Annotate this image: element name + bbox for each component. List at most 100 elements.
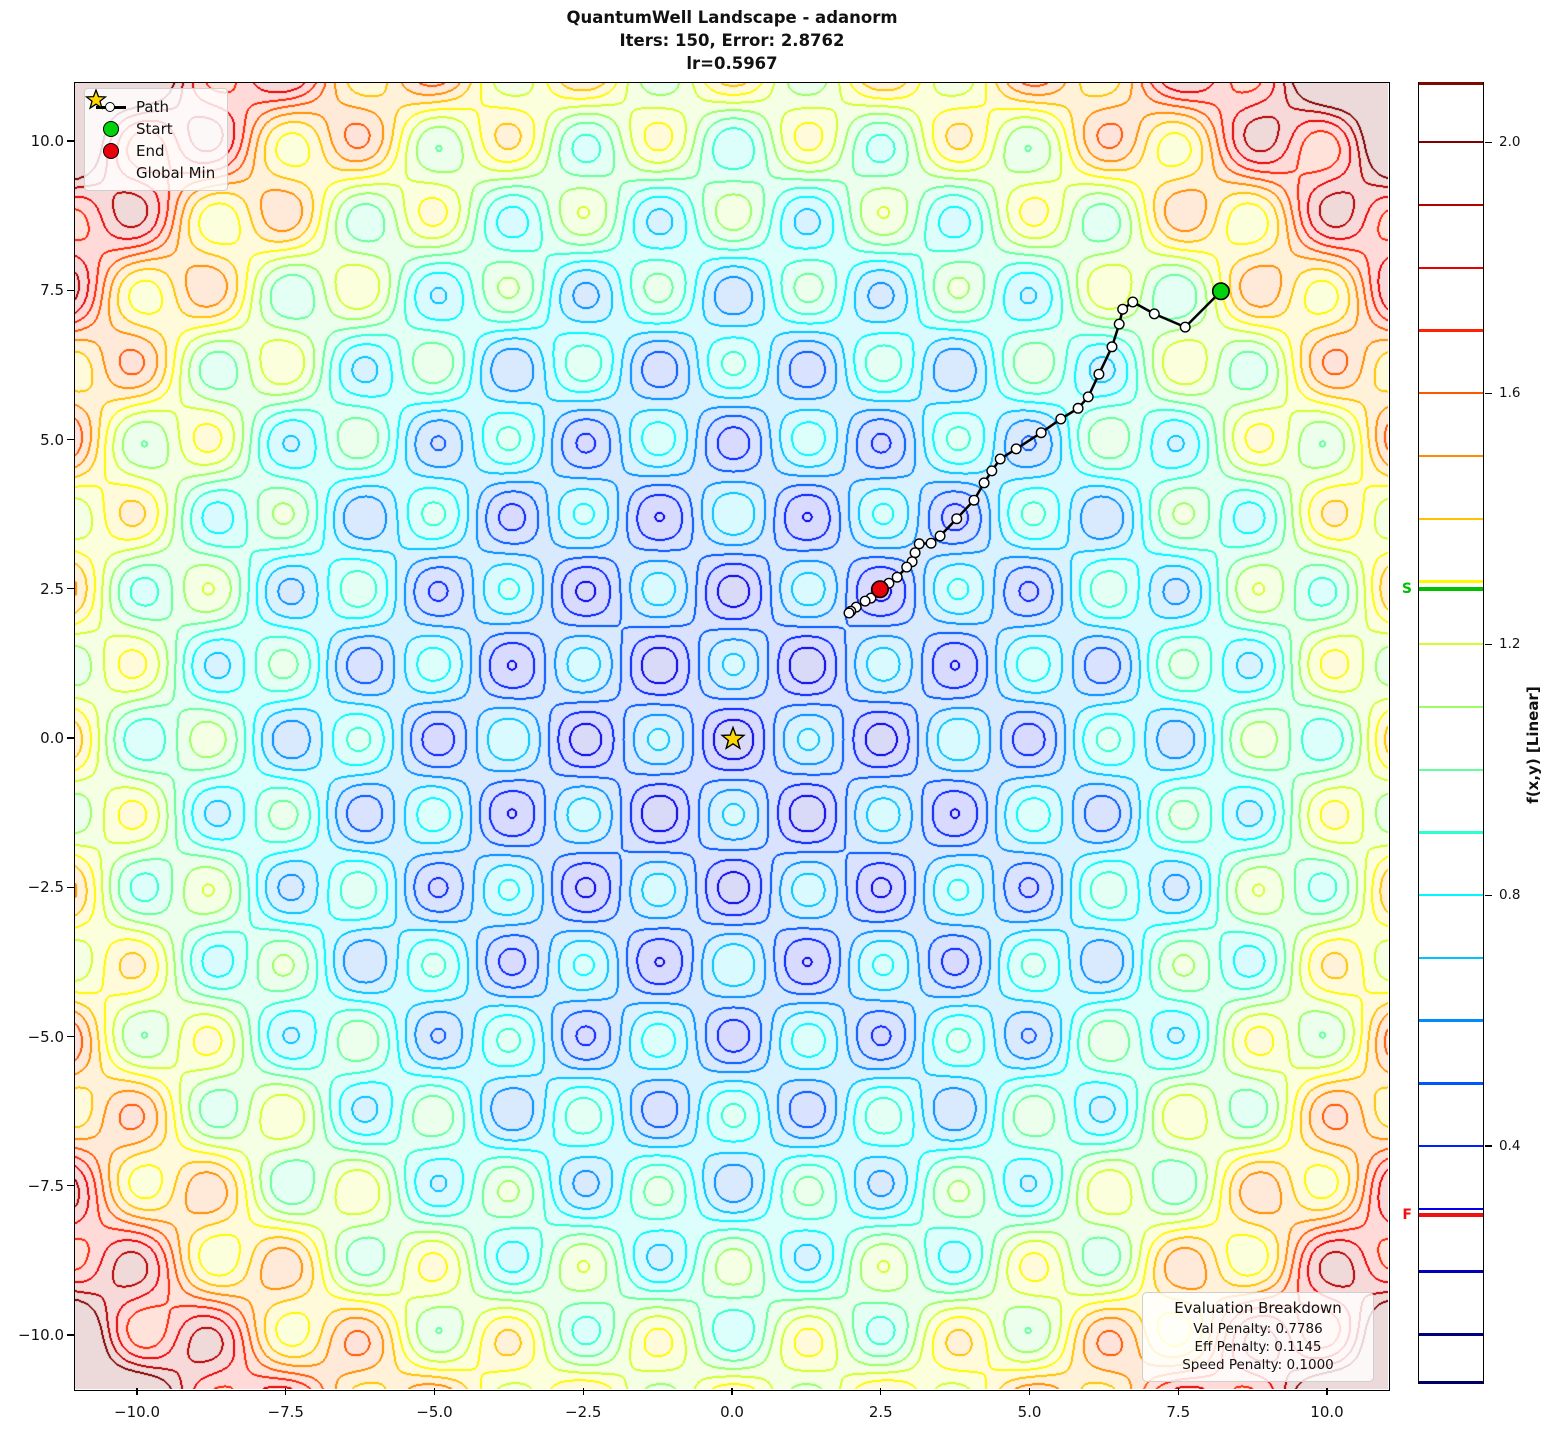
- path-point-marker: [1035, 427, 1047, 439]
- y-tick-mark: [67, 1035, 74, 1038]
- colorbar-level-line: [1419, 454, 1483, 458]
- title-line-2: Iters: 150, Error: 2.8762: [619, 31, 845, 50]
- colorbar-level-line: [1419, 894, 1483, 897]
- path-point-marker: [1117, 303, 1129, 315]
- start-marker-icon: [94, 121, 128, 137]
- x-tick-label: 2.5: [868, 1403, 893, 1421]
- x-tick-label: 5.0: [1017, 1403, 1042, 1421]
- x-tick-label: −5.0: [416, 1403, 453, 1421]
- path-point-marker: [1179, 321, 1191, 333]
- y-tick-label: −7.5: [27, 1176, 64, 1195]
- colorbar-level-line: [1419, 266, 1483, 269]
- legend-item-global-min: Global Min: [85, 89, 216, 184]
- start-marker: [1211, 282, 1230, 301]
- colorbar-level-line: [1419, 1144, 1483, 1148]
- path-point-marker: [951, 513, 963, 525]
- legend-label: End: [136, 142, 165, 160]
- x-tick-mark: [1177, 1388, 1179, 1395]
- path-point-marker: [1127, 296, 1139, 308]
- x-tick-label: 7.5: [1166, 1403, 1191, 1421]
- path-point-marker: [1010, 443, 1022, 455]
- colorbar-level-line: [1419, 329, 1483, 332]
- path-point-marker: [1055, 413, 1067, 425]
- colorbar-tick-label: 1.6: [1499, 385, 1521, 402]
- colorbar-axis-label: f(x,y) [Linear]: [1524, 686, 1542, 804]
- legend: Path Start End Global Min: [84, 88, 229, 191]
- y-tick-mark: [67, 438, 74, 441]
- title-line-1: QuantumWell Landscape - adanorm: [566, 8, 898, 27]
- colorbar-start-line: [1419, 586, 1483, 591]
- path-point-marker: [1106, 341, 1118, 353]
- evaluation-breakdown-title: Evaluation Breakdown: [1174, 1299, 1342, 1317]
- colorbar-level-line: [1419, 1333, 1483, 1336]
- path-point-marker: [1148, 308, 1160, 320]
- path-point-marker: [968, 494, 980, 506]
- colorbar-tick-mark: [1485, 392, 1492, 394]
- y-tick-label: 7.5: [40, 281, 64, 300]
- path-point-marker: [994, 453, 1006, 465]
- x-tick-mark: [880, 1388, 882, 1395]
- colorbar-tick-label: 0.4: [1499, 1138, 1521, 1155]
- colorbar-level-line: [1419, 580, 1483, 583]
- title-line-3: lr=0.5967: [686, 54, 778, 73]
- colorbar-level-line: [1419, 1082, 1483, 1085]
- val-penalty: Val Penalty: 0.7786: [1193, 1321, 1323, 1337]
- colorbar-tick-mark: [1485, 894, 1492, 896]
- legend-item-path: Path: [94, 96, 215, 118]
- path-point-marker: [1113, 318, 1125, 330]
- contour-plot-area: Path Start End Global Min Evaluation Bre…: [74, 82, 1390, 1391]
- path-line-icon: [94, 101, 128, 112]
- y-tick-label: 2.5: [40, 579, 64, 598]
- colorbar-tick-label: 1.2: [1499, 636, 1521, 653]
- y-tick-label: −5.0: [27, 1027, 64, 1046]
- colorbar-F-label: F: [1402, 1207, 1412, 1224]
- colorbar-level-line: [1419, 1270, 1483, 1273]
- legend-label: Global Min: [136, 164, 216, 182]
- x-tick-label: 0.0: [720, 1403, 744, 1421]
- x-tick-label: −10.0: [114, 1403, 160, 1421]
- y-tick-label: −2.5: [27, 878, 64, 897]
- y-tick-label: −10.0: [18, 1326, 64, 1344]
- colorbar-tick-mark: [1485, 141, 1492, 143]
- global-min-star: [720, 725, 746, 750]
- path-overlay: [720, 282, 1230, 750]
- colorbar-level-line: [1419, 203, 1483, 207]
- end-marker: [870, 580, 889, 599]
- x-tick-mark: [285, 1388, 287, 1395]
- colorbar-S-label: S: [1401, 580, 1412, 597]
- y-tick-mark: [67, 1185, 74, 1187]
- y-tick-mark: [67, 886, 74, 888]
- legend-label: Path: [136, 98, 169, 116]
- path-point-marker: [901, 561, 913, 573]
- colorbar-level-line: [1419, 956, 1483, 960]
- x-tick-label: 10.0: [1310, 1403, 1344, 1421]
- colorbar-level-line: [1419, 517, 1483, 520]
- y-tick-mark: [67, 289, 74, 291]
- legend-item-start: Start: [94, 118, 215, 140]
- colorbar-tick-label: 0.8: [1499, 887, 1521, 904]
- path-point-marker: [934, 530, 946, 542]
- colorbar-tick-mark: [1485, 1145, 1492, 1147]
- colorbar-level-line: [1419, 1207, 1483, 1211]
- y-tick-mark: [67, 588, 74, 590]
- colorbar-finish-line: [1419, 1213, 1483, 1218]
- colorbar-level-line: [1419, 831, 1483, 834]
- speed-penalty: Speed Penalty: 0.1000: [1182, 1357, 1334, 1373]
- x-tick-label: −2.5: [565, 1403, 602, 1421]
- colorbar-level-line: [1419, 1019, 1483, 1022]
- y-tick-mark: [67, 140, 74, 142]
- path-point-marker: [843, 607, 855, 619]
- colorbar-level-line: [1419, 643, 1483, 646]
- evaluation-breakdown-box: Evaluation Breakdown Val Penalty: 0.7786…: [1142, 1292, 1374, 1382]
- end-marker-icon: [94, 143, 128, 159]
- chart-title: QuantumWell Landscape - adanorm Iters: 1…: [74, 6, 1390, 75]
- x-tick-mark: [433, 1388, 436, 1395]
- y-tick-label: 5.0: [40, 430, 64, 449]
- legend-item-end: End: [94, 140, 215, 162]
- y-tick-mark: [67, 737, 74, 739]
- colorbar-tick-label: 2.0: [1499, 134, 1521, 151]
- x-tick-mark: [1028, 1388, 1031, 1395]
- x-tick-mark: [582, 1388, 584, 1395]
- colorbar-top-edge: [1419, 82, 1483, 85]
- path-point-marker: [986, 465, 998, 477]
